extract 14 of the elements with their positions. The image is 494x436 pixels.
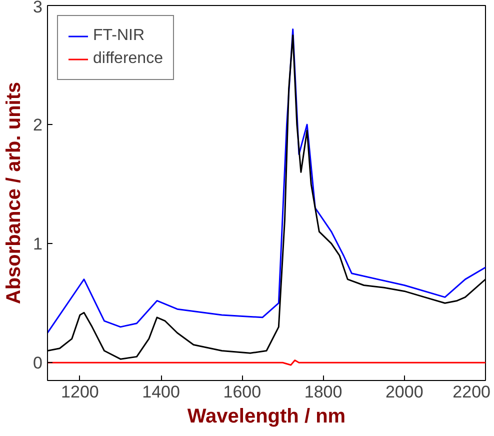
x-tick-label: 1800 xyxy=(304,382,342,402)
y-tick-label: 3 xyxy=(33,0,43,16)
y-axis-title: Absorbance / arb. units xyxy=(3,82,26,304)
x-tick-label: 1400 xyxy=(142,382,180,402)
legend-label: FT-NIR xyxy=(93,27,145,45)
legend-label: difference xyxy=(93,50,163,68)
y-tick-label: 0 xyxy=(33,354,43,373)
x-tick-label: 1200 xyxy=(61,382,99,402)
x-axis-title: Wavelength / nm xyxy=(187,406,346,428)
x-tick-label: 2200 xyxy=(452,382,491,402)
x-tick-label: 1600 xyxy=(223,382,262,402)
y-tick-label: 2 xyxy=(33,116,43,135)
y-tick-label: 1 xyxy=(33,234,43,254)
x-tick-label: 2000 xyxy=(385,382,424,402)
